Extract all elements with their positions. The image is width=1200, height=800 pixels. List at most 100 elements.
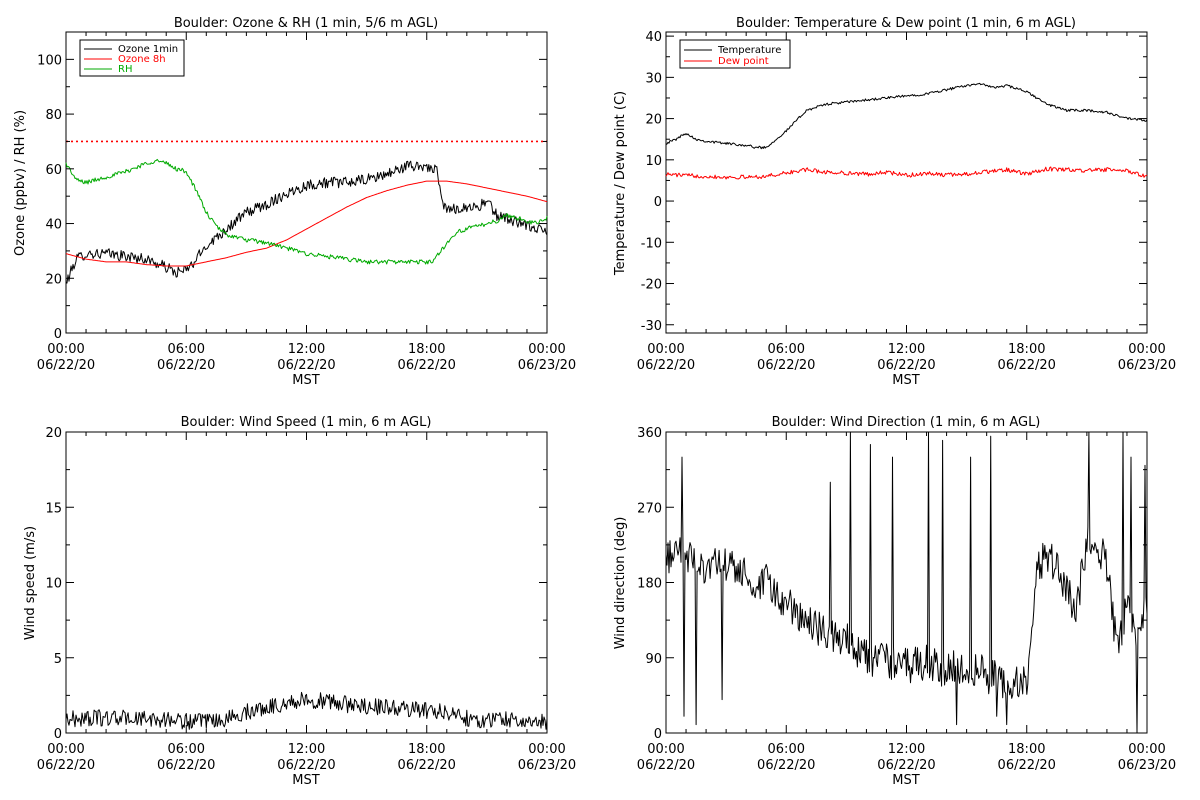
x-tick-label-date: 06/22/20 bbox=[398, 358, 456, 373]
x-tick-label-time: 12:00 bbox=[888, 342, 925, 357]
plot-frame bbox=[665, 431, 1148, 734]
y-tick-label: 10 bbox=[45, 577, 62, 592]
x-tick-label-time: 00:00 bbox=[1128, 742, 1165, 757]
wind-speed-chart: Boulder: Wind Speed (1 min, 6 m AGL) 0 5 1… bbox=[23, 415, 576, 788]
y-tick-label: 0 bbox=[654, 195, 662, 210]
x-axis-label: MST bbox=[292, 773, 319, 788]
x-tick-label-date: 06/22/20 bbox=[157, 358, 215, 373]
wind-direction-chart: Boulder: Wind Direction (1 min, 6 m AGL)… bbox=[613, 415, 1176, 788]
series-line-wdir bbox=[665, 431, 1148, 734]
x-tick-label-time: 18:00 bbox=[1008, 742, 1045, 757]
x-tick-label-date: 06/23/20 bbox=[518, 758, 576, 773]
x-tick-label-date: 06/23/20 bbox=[518, 358, 576, 373]
series-group bbox=[665, 431, 1148, 734]
chart-title: Boulder: Wind Direction (1 min, 6 m AGL) bbox=[772, 415, 1041, 430]
chart-title: Boulder: Ozone & RH (1 min, 5/6 m AGL) bbox=[174, 16, 438, 31]
x-tick-label-date: 06/23/20 bbox=[1118, 358, 1176, 373]
series-group bbox=[65, 158, 548, 284]
y-tick-label: 40 bbox=[45, 218, 62, 233]
x-tick-label-date: 06/22/20 bbox=[277, 758, 335, 773]
x-tick-label-time: 00:00 bbox=[47, 342, 84, 357]
x-tick-label-time: 12:00 bbox=[288, 742, 325, 757]
plot-frame bbox=[65, 431, 548, 734]
plot-frame bbox=[665, 31, 1148, 334]
legend-label-ozone-8h: Ozone 8h bbox=[118, 54, 166, 65]
series-group bbox=[665, 82, 1148, 180]
x-tick-label-time: 00:00 bbox=[647, 742, 684, 757]
series-line-ozone-1min bbox=[65, 160, 548, 284]
y-tick-label: 0 bbox=[654, 727, 662, 742]
legend: Temperature Dew point bbox=[679, 39, 791, 69]
legend-label-ozone-1min: Ozone 1min bbox=[118, 44, 178, 55]
x-tick-label-time: 06:00 bbox=[168, 742, 205, 757]
x-tick-label-date: 06/22/20 bbox=[37, 358, 95, 373]
y-tick-label: -20 bbox=[641, 278, 662, 293]
x-ticks: 00:0006/22/2006:0006/22/2012:0006/22/201… bbox=[637, 32, 1176, 373]
plot-frame bbox=[65, 31, 548, 334]
legend-label-rh: RH bbox=[118, 64, 132, 75]
y-tick-label: 270 bbox=[637, 501, 662, 516]
legend-box bbox=[79, 39, 185, 77]
x-tick-label-time: 00:00 bbox=[1128, 342, 1165, 357]
x-tick-label-date: 06/22/20 bbox=[637, 358, 695, 373]
legend: Ozone 1min Ozone 8h RH bbox=[79, 39, 185, 77]
y-tick-label: 40 bbox=[645, 30, 662, 45]
chart-title: Boulder: Temperature & Dew point (1 min,… bbox=[736, 16, 1076, 31]
ozone-rh-chart: Boulder: Ozone & RH (1 min, 5/6 m AGL) 0… bbox=[13, 16, 576, 388]
y-tick-label: 5 bbox=[54, 652, 62, 667]
x-tick-label-time: 12:00 bbox=[288, 342, 325, 357]
y-tick-label: 80 bbox=[45, 108, 62, 123]
y-tick-label: 90 bbox=[645, 652, 662, 667]
x-tick-label-time: 06:00 bbox=[768, 742, 805, 757]
series-line-temperature bbox=[665, 82, 1148, 150]
x-tick-label-date: 06/22/20 bbox=[998, 758, 1056, 773]
y-axis-label: Ozone (ppbv) / RH (%) bbox=[13, 110, 28, 256]
y-ticks: -30 -20 -10 0 10 20 30 40 bbox=[641, 30, 1147, 334]
y-ticks: 0 90 180 270 360 bbox=[637, 426, 1147, 742]
y-tick-label: 20 bbox=[45, 426, 62, 441]
x-axis-label: MST bbox=[292, 373, 319, 388]
x-tick-label-date: 06/22/20 bbox=[277, 358, 335, 373]
y-tick-label: 0 bbox=[54, 727, 62, 742]
x-tick-label-time: 00:00 bbox=[647, 342, 684, 357]
x-tick-label-date: 06/22/20 bbox=[877, 358, 935, 373]
legend-label-dew-point: Dew point bbox=[718, 56, 769, 67]
y-tick-label: 20 bbox=[45, 272, 62, 287]
x-tick-label-date: 06/22/20 bbox=[877, 758, 935, 773]
x-tick-label-time: 00:00 bbox=[528, 342, 565, 357]
series-line-rh bbox=[65, 158, 548, 265]
y-tick-label: 30 bbox=[645, 71, 662, 86]
x-tick-label-time: 00:00 bbox=[528, 742, 565, 757]
series-group bbox=[65, 691, 548, 730]
x-tick-label-date: 06/22/20 bbox=[637, 758, 695, 773]
y-tick-label: 180 bbox=[637, 577, 662, 592]
x-tick-label-time: 06:00 bbox=[768, 342, 805, 357]
y-tick-label: 15 bbox=[45, 501, 62, 516]
y-axis-label: Wind speed (m/s) bbox=[23, 526, 38, 640]
x-tick-label-time: 00:00 bbox=[47, 742, 84, 757]
x-tick-label-date: 06/22/20 bbox=[998, 358, 1056, 373]
y-tick-label: 0 bbox=[54, 327, 62, 342]
y-ticks: 0 5 10 15 20 bbox=[45, 426, 547, 742]
series-line-dew-point bbox=[665, 166, 1148, 180]
x-tick-label-date: 06/22/20 bbox=[37, 758, 95, 773]
legend-label-temperature: Temperature bbox=[717, 45, 781, 56]
x-tick-label-time: 18:00 bbox=[408, 342, 445, 357]
x-tick-label-date: 06/22/20 bbox=[157, 758, 215, 773]
x-tick-label-time: 12:00 bbox=[888, 742, 925, 757]
temperature-dewpoint-chart: Boulder: Temperature & Dew point (1 min,… bbox=[613, 16, 1176, 388]
chart-title: Boulder: Wind Speed (1 min, 6 m AGL) bbox=[181, 415, 432, 430]
legend-box bbox=[679, 39, 791, 69]
x-tick-label-time: 18:00 bbox=[408, 742, 445, 757]
y-tick-label: 360 bbox=[637, 426, 662, 441]
x-ticks: 00:0006/22/2006:0006/22/2012:0006/22/201… bbox=[37, 32, 576, 373]
x-tick-label-time: 06:00 bbox=[168, 342, 205, 357]
x-tick-label-date: 06/22/20 bbox=[757, 758, 815, 773]
x-ticks: 00:0006/22/2006:0006/22/2012:0006/22/201… bbox=[37, 432, 576, 773]
y-axis-label: Wind direction (deg) bbox=[613, 517, 628, 650]
x-ticks: 00:0006/22/2006:0006/22/2012:0006/22/201… bbox=[637, 432, 1176, 773]
series-line-ozone-8h bbox=[65, 180, 548, 267]
y-tick-label: 60 bbox=[45, 163, 62, 178]
series-line-wspd bbox=[65, 691, 548, 730]
